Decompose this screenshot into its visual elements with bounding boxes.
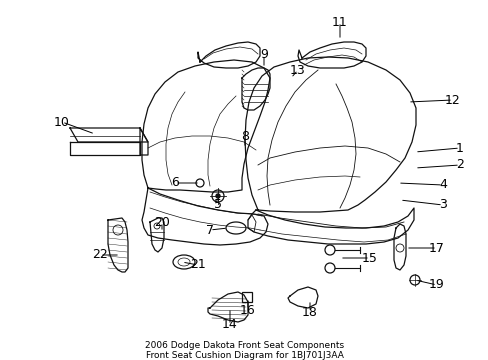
Text: 22: 22 bbox=[92, 248, 108, 261]
Text: 9: 9 bbox=[260, 49, 267, 62]
Text: 3: 3 bbox=[438, 198, 446, 211]
Text: 7: 7 bbox=[205, 224, 214, 237]
Text: 8: 8 bbox=[241, 130, 248, 143]
Text: 19: 19 bbox=[428, 279, 444, 292]
Text: 10: 10 bbox=[54, 116, 70, 129]
Circle shape bbox=[216, 194, 220, 198]
Text: 6: 6 bbox=[171, 176, 179, 189]
Text: 11: 11 bbox=[331, 15, 347, 28]
Text: 17: 17 bbox=[428, 242, 444, 255]
Text: 5: 5 bbox=[214, 198, 222, 211]
Text: 13: 13 bbox=[289, 63, 305, 77]
Text: 1: 1 bbox=[455, 141, 463, 154]
Text: 12: 12 bbox=[444, 94, 460, 107]
Text: Front Seat Cushion Diagram for 1BJ701J3AA: Front Seat Cushion Diagram for 1BJ701J3A… bbox=[145, 351, 343, 360]
Text: 20: 20 bbox=[154, 216, 170, 229]
Text: 4: 4 bbox=[438, 179, 446, 192]
Text: 18: 18 bbox=[302, 306, 317, 319]
Text: 2: 2 bbox=[455, 158, 463, 171]
Text: 2006 Dodge Dakota Front Seat Components: 2006 Dodge Dakota Front Seat Components bbox=[144, 341, 344, 350]
Text: 14: 14 bbox=[222, 319, 237, 332]
Text: 16: 16 bbox=[240, 303, 255, 316]
Text: 15: 15 bbox=[361, 252, 377, 265]
Text: 21: 21 bbox=[190, 258, 205, 271]
